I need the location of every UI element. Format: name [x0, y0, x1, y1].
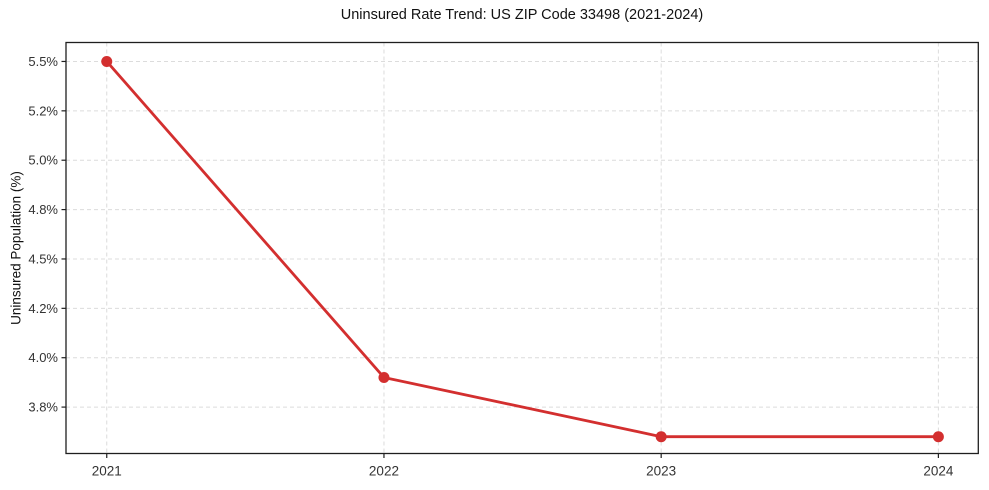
y-tick-label: 5.5% [28, 54, 58, 69]
data-point-2021 [101, 55, 113, 67]
y-tick-label: 4.0% [28, 350, 58, 365]
y-tick-label: 4.2% [28, 301, 58, 316]
y-tick-label: 3.8% [28, 400, 58, 415]
y-tick-label: 4.8% [28, 202, 58, 217]
x-tick-label: 2022 [369, 464, 399, 479]
data-point-2022 [378, 371, 390, 383]
trend-line [105, 60, 940, 439]
x-tick-label: 2023 [646, 464, 676, 479]
data-point-2023 [655, 431, 667, 443]
chart-title: Uninsured Rate Trend: US ZIP Code 33498 … [340, 7, 704, 23]
data-point-2024 [932, 431, 944, 443]
y-tick-label: 5.0% [28, 153, 58, 168]
y-tick-label: 5.2% [28, 103, 58, 118]
x-tick-label: 2024 [923, 464, 954, 479]
plot-border [65, 41, 979, 455]
x-tick-label: 2021 [92, 464, 122, 479]
y-axis-label: Uninsured Population (%) [8, 171, 24, 325]
y-tick-label: 4.5% [28, 251, 58, 266]
